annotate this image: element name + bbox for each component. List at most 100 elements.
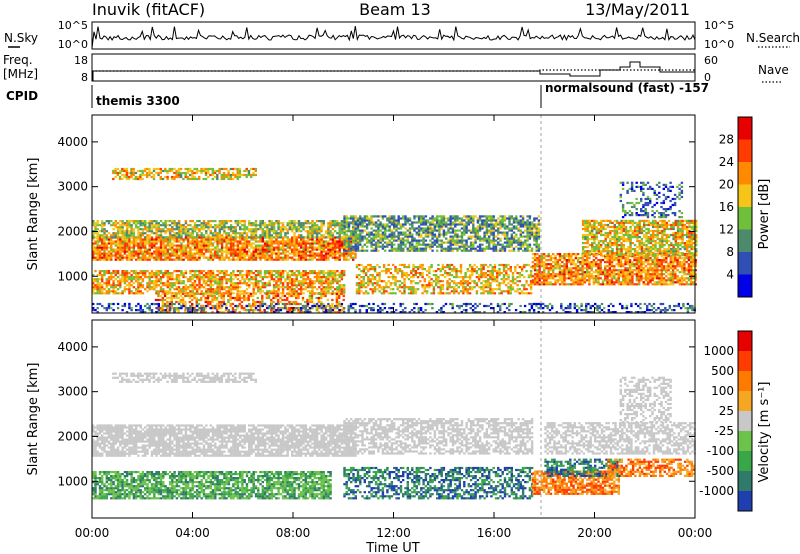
power-cell (130, 240, 133, 243)
power-cell (446, 288, 449, 291)
power-cell (259, 222, 262, 225)
power-cell (514, 282, 517, 285)
power-cell (164, 169, 167, 173)
power-cell (399, 239, 403, 242)
power-cell (365, 249, 369, 252)
power-cell (216, 286, 219, 289)
power-cell (355, 282, 359, 285)
power-cell (306, 258, 310, 261)
power-cell (358, 290, 361, 293)
power-cell (451, 235, 455, 238)
power-cell (105, 278, 108, 281)
power-cell (263, 276, 267, 279)
power-cell (159, 298, 162, 302)
power-cell (309, 238, 312, 241)
power-cell (170, 296, 173, 300)
power-cell (331, 272, 335, 275)
power-cell (372, 243, 375, 246)
power-cell (529, 284, 533, 287)
power-cell (373, 286, 377, 289)
power-cell (272, 270, 276, 273)
power-cell (385, 272, 388, 275)
power-cell (448, 274, 451, 277)
power-cell (125, 256, 129, 259)
power-cell (518, 280, 521, 283)
power-cell (365, 225, 369, 228)
power-cell (329, 226, 332, 229)
power-cell (279, 274, 283, 277)
power-cell (365, 239, 369, 242)
power-cell (200, 246, 203, 249)
power-cell (146, 284, 149, 287)
power-cell (177, 236, 181, 239)
power-cell (107, 280, 111, 283)
power-cell (225, 272, 228, 275)
power-cell (211, 244, 215, 247)
power-cell (320, 282, 323, 285)
power-cell (417, 235, 421, 238)
power-cell (225, 270, 228, 273)
power-cell (96, 240, 99, 243)
power-cell (313, 248, 316, 251)
power-cell (277, 280, 280, 283)
power-cell (137, 242, 140, 245)
power-cell (107, 220, 111, 223)
nsky-panel: N.Sky 10^5 10^0 10^5 10^0 N.Search (4, 19, 800, 51)
power-cell (257, 236, 260, 239)
power-cell (475, 272, 479, 275)
power-cell (182, 286, 185, 289)
power-cell (432, 280, 436, 283)
power-cell (463, 229, 466, 232)
power-cell (128, 232, 131, 235)
power-cell (211, 256, 215, 259)
power-cell (373, 266, 377, 269)
power-cell (402, 237, 405, 240)
power-cell (116, 242, 120, 245)
power-cell (324, 232, 328, 235)
power-cell (266, 254, 269, 257)
power-cell (245, 296, 248, 300)
power-cell (372, 221, 375, 224)
power-cell (279, 252, 283, 255)
power-cell (363, 215, 366, 218)
power-cell (420, 217, 423, 220)
power-cell (306, 234, 310, 237)
power-cell (286, 278, 289, 281)
freq-panel: Freq. [MHz] 18 8 60 0 Nave (3, 53, 789, 84)
power-cell (276, 300, 280, 304)
power-cell (320, 272, 323, 275)
power-cell (119, 228, 122, 231)
power-cell (125, 248, 129, 251)
power-cell (94, 236, 97, 239)
power-cell (333, 307, 336, 310)
power-cell (110, 272, 113, 275)
power-cell (168, 304, 171, 308)
power-cell (318, 232, 321, 235)
power-cell (311, 226, 314, 229)
power-cell (406, 241, 409, 244)
power-cell (168, 311, 171, 314)
power-cell (315, 236, 319, 239)
power-cell (345, 235, 348, 238)
power-cell (146, 256, 149, 259)
power-cell (489, 288, 492, 291)
power-cell (320, 240, 323, 243)
power-cell (196, 232, 199, 235)
power-cell (139, 228, 142, 231)
power-cell (399, 243, 403, 246)
power-cell (403, 263, 406, 267)
power-cell (437, 292, 440, 295)
power-cell (96, 238, 99, 241)
power-cell (431, 223, 434, 226)
power-cell (254, 169, 257, 173)
power-cell (424, 227, 428, 230)
power-cell (240, 304, 244, 308)
power-cell (397, 221, 400, 224)
power-cell (377, 223, 380, 226)
power-cell (92, 258, 95, 261)
power-cell (214, 234, 217, 237)
power-cell (141, 240, 145, 243)
power-cell (458, 235, 461, 238)
power-cell (148, 236, 151, 239)
power-cell (456, 217, 459, 220)
